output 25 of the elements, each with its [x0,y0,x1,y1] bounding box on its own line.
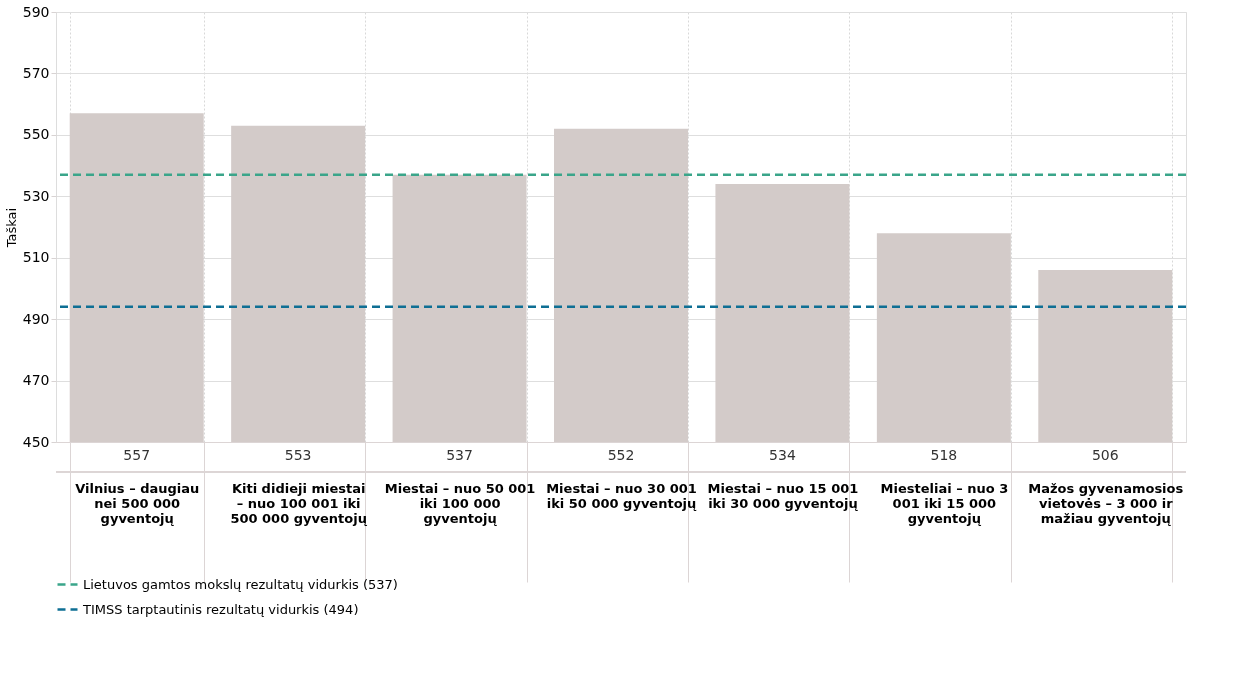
data-label: 518 [930,447,958,463]
data-label: 557 [123,447,151,463]
y-tick-label: 530 [22,187,50,204]
data-label: 506 [1091,447,1119,463]
y-axis-title: Taškai [3,207,19,249]
x-tick-label: Miestai – nuo 30 001 iki 50 000 gyventojų [546,480,698,511]
x-tick-label: Miestai – nuo 50 001 iki 100 000 gyventojų [384,480,536,526]
x-tick-label: Mažos gyvenamosios vietovės – 3 000 ir mažiau gyventojų [1028,480,1184,526]
y-tick-label: 450 [22,433,50,450]
x-tick-label: Miestai – nuo 15 001 iki 30 000 gyventojų [707,480,859,511]
data-label: 552 [607,447,635,463]
x-tick-label: Miesteliai – nuo 3 001 iki 15 000 gyventojų [880,480,1009,526]
y-tick-label: 490 [22,310,50,327]
x-tick-label: Kiti didieji miestai – nuo 100 001 iki 500 000 gyventojų [230,480,368,526]
data-label: 553 [284,447,312,463]
y-tick-label: 570 [22,64,50,81]
y-tick-label: 550 [22,126,50,143]
data-label: 534 [769,447,796,463]
y-tick-label: 470 [22,372,50,389]
y-tick-label: 510 [22,249,50,266]
y-tick-label: 590 [22,3,50,20]
data-label: 537 [446,447,473,463]
legend-label: TIMSS tarptautinis rezultatų vidurkis (494) [82,601,359,617]
x-tick-label: Vilnius – daugiau nei 500 000 gyventojų [75,480,200,526]
legend-label: Lietuvos gamtos mokslų rezultatų vidurkis (537) [83,576,398,592]
